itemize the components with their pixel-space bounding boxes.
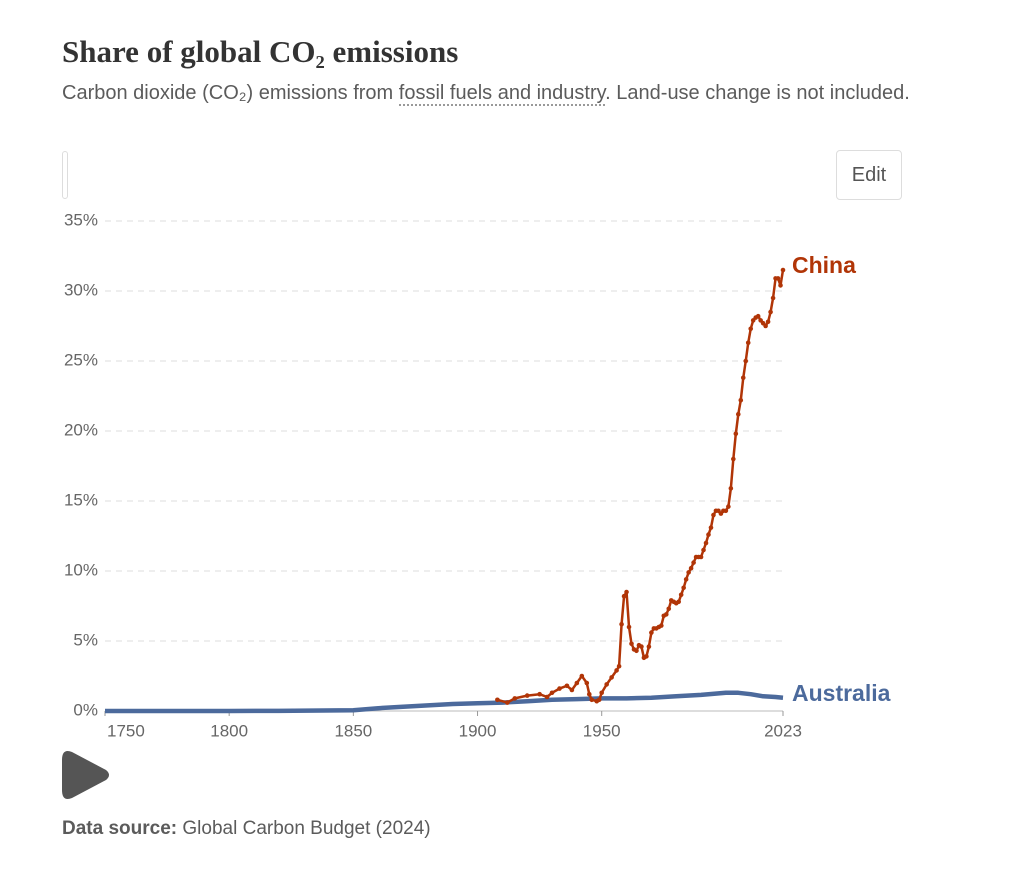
data-point bbox=[728, 486, 734, 491]
y-tick-label: 35% bbox=[64, 210, 98, 229]
data-point bbox=[780, 267, 786, 273]
data-point bbox=[726, 504, 731, 509]
data-point bbox=[663, 612, 669, 617]
data-point bbox=[683, 577, 689, 582]
data-point bbox=[574, 680, 580, 686]
data-point bbox=[778, 283, 783, 288]
data-point bbox=[629, 641, 634, 647]
slider[interactable] bbox=[62, 151, 68, 199]
y-tick-label: 30% bbox=[64, 280, 98, 299]
data-point bbox=[619, 621, 624, 627]
data-point bbox=[768, 309, 773, 315]
data-point bbox=[646, 644, 652, 649]
data-point bbox=[589, 697, 595, 703]
data-point bbox=[604, 682, 609, 687]
data-point bbox=[639, 644, 644, 649]
data-point bbox=[537, 691, 542, 697]
data-point bbox=[676, 599, 681, 605]
data-point bbox=[512, 696, 518, 701]
data-point bbox=[701, 547, 706, 553]
subtitle-link[interactable]: fossil fuels and industry bbox=[398, 82, 606, 106]
data-point bbox=[775, 276, 781, 281]
data-point bbox=[770, 295, 776, 301]
data-point bbox=[626, 624, 632, 630]
data-point bbox=[703, 540, 709, 546]
data-point bbox=[579, 673, 585, 679]
data-point bbox=[711, 512, 716, 518]
data-point bbox=[763, 323, 768, 329]
footer: Data source: Global Carbon Budget (2024) bbox=[62, 818, 431, 840]
data-point bbox=[644, 654, 649, 659]
data-point bbox=[681, 585, 686, 591]
y-tick-label: 25% bbox=[64, 350, 98, 369]
data-point bbox=[549, 690, 555, 696]
data-point bbox=[735, 411, 741, 417]
data-point bbox=[609, 675, 614, 680]
data-point bbox=[557, 686, 562, 691]
data-point bbox=[708, 525, 714, 530]
data-point bbox=[731, 456, 736, 462]
subtitle-text: . Land-use change is not included. bbox=[605, 82, 910, 104]
data-point bbox=[706, 532, 711, 537]
data-point bbox=[614, 668, 619, 673]
data-point bbox=[544, 694, 550, 700]
series-label: Australia bbox=[792, 680, 891, 706]
data-point bbox=[765, 319, 771, 325]
subtitle-text: Carbon dioxide (CO₂) emissions from bbox=[62, 82, 399, 104]
data-point bbox=[745, 340, 751, 346]
data-point bbox=[755, 313, 761, 319]
play-button[interactable] bbox=[62, 751, 109, 799]
chart-subtitle: Carbon dioxide (CO₂) emissions from foss… bbox=[62, 80, 962, 107]
series-line bbox=[497, 269, 785, 704]
x-tick-label: 1900 bbox=[459, 721, 497, 740]
data-point bbox=[748, 326, 754, 332]
x-tick-label: 1850 bbox=[334, 721, 372, 740]
data-point bbox=[599, 690, 605, 696]
data-point bbox=[616, 663, 622, 669]
data-point bbox=[666, 606, 672, 612]
series-label: China bbox=[792, 252, 856, 278]
data-point bbox=[686, 570, 691, 575]
data-point bbox=[524, 693, 530, 698]
data-point bbox=[596, 697, 602, 703]
y-tick-label: 10% bbox=[64, 560, 98, 579]
data-point bbox=[569, 687, 575, 693]
y-tick-label: 15% bbox=[64, 490, 98, 509]
y-tick-label: 20% bbox=[64, 420, 98, 439]
data-point bbox=[678, 592, 684, 598]
edit-button[interactable]: Edit bbox=[836, 150, 902, 200]
data-point bbox=[584, 680, 590, 686]
data-point bbox=[698, 554, 704, 560]
data-point bbox=[586, 691, 592, 697]
data-point bbox=[495, 697, 500, 703]
chart-title: Share of global CO₂ emissions bbox=[62, 34, 459, 69]
data-point bbox=[659, 623, 664, 628]
data-point bbox=[564, 683, 570, 689]
x-tick-label: 1750 bbox=[107, 721, 145, 740]
y-tick-label: 0% bbox=[73, 700, 98, 719]
data-point bbox=[743, 358, 749, 364]
x-tick-label: 1800 bbox=[210, 721, 248, 740]
data-point bbox=[723, 508, 729, 514]
data-point bbox=[688, 565, 694, 571]
data-point bbox=[738, 397, 744, 403]
series-line bbox=[105, 690, 784, 714]
y-tick-label: 5% bbox=[73, 630, 98, 649]
data-point bbox=[740, 375, 746, 381]
data-point bbox=[691, 560, 696, 565]
source-text: Global Carbon Budget (2024) bbox=[182, 818, 431, 839]
data-point bbox=[505, 700, 510, 705]
data-point bbox=[733, 431, 739, 437]
data-point bbox=[649, 630, 654, 635]
data-point bbox=[634, 648, 639, 654]
x-tick-label: 2023 bbox=[764, 721, 802, 740]
data-point bbox=[624, 589, 629, 595]
x-tick-label: 1950 bbox=[583, 721, 621, 740]
source-label: Data source: bbox=[62, 818, 178, 839]
data-point bbox=[621, 593, 627, 599]
